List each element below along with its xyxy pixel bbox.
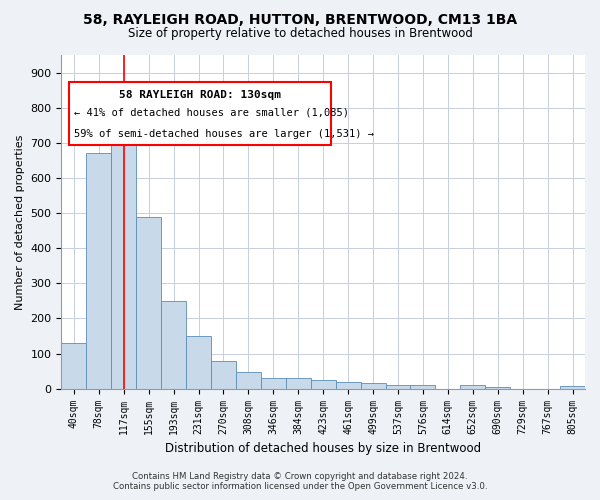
Bar xyxy=(136,216,161,388)
FancyBboxPatch shape xyxy=(69,82,331,145)
Bar xyxy=(211,360,236,388)
Bar xyxy=(286,378,311,388)
Bar xyxy=(386,385,410,388)
Bar xyxy=(186,336,211,388)
Bar xyxy=(460,385,485,388)
Bar xyxy=(335,382,361,388)
Y-axis label: Number of detached properties: Number of detached properties xyxy=(15,134,25,310)
Bar xyxy=(410,385,436,388)
Bar xyxy=(361,384,386,388)
Bar xyxy=(161,301,186,388)
Text: 58 RAYLEIGH ROAD: 130sqm: 58 RAYLEIGH ROAD: 130sqm xyxy=(119,90,281,100)
Text: Contains HM Land Registry data © Crown copyright and database right 2024.
Contai: Contains HM Land Registry data © Crown c… xyxy=(113,472,487,491)
Bar xyxy=(236,372,261,388)
Bar xyxy=(261,378,286,388)
Bar xyxy=(86,154,111,388)
Text: 58, RAYLEIGH ROAD, HUTTON, BRENTWOOD, CM13 1BA: 58, RAYLEIGH ROAD, HUTTON, BRENTWOOD, CM… xyxy=(83,12,517,26)
X-axis label: Distribution of detached houses by size in Brentwood: Distribution of detached houses by size … xyxy=(165,442,481,455)
Bar xyxy=(311,380,335,388)
Bar xyxy=(61,343,86,388)
Text: ← 41% of detached houses are smaller (1,085): ← 41% of detached houses are smaller (1,… xyxy=(74,107,349,117)
Bar xyxy=(111,136,136,388)
Text: Size of property relative to detached houses in Brentwood: Size of property relative to detached ho… xyxy=(128,28,472,40)
Bar xyxy=(560,386,585,388)
Text: 59% of semi-detached houses are larger (1,531) →: 59% of semi-detached houses are larger (… xyxy=(74,128,374,138)
Bar xyxy=(485,387,510,388)
